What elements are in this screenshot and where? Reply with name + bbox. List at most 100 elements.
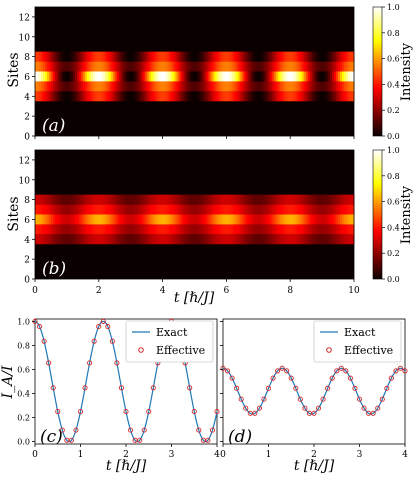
panel-b-cell-site-5 [104, 224, 108, 235]
panel-a-cell-site-6 [262, 71, 265, 82]
panel-b-cell-site-8 [340, 194, 343, 205]
panel-b-frame [34, 149, 355, 280]
panel-b-cell-site-7 [50, 204, 54, 215]
panel-a-cell-site-7 [248, 61, 251, 72]
panel-b-cell-site-7 [108, 204, 112, 215]
panel-a-cell-site-8 [152, 51, 156, 62]
panel-b-cell-site-5 [256, 224, 259, 235]
panel-b-cell-site-8 [142, 194, 146, 205]
panel-a-cell-site-7 [230, 61, 233, 72]
panel-b-cell-site-7 [186, 204, 190, 215]
panel-b-cell-site-7 [126, 204, 130, 215]
panel-a-cell-site-7 [48, 61, 52, 72]
panel-a-cell-site-5 [218, 81, 221, 92]
panel-b-cell-site-7 [74, 204, 78, 215]
panel-a-cell-site-4 [124, 91, 128, 102]
panel-a-cell-site-5 [172, 81, 176, 92]
panel-b-cell-site-5 [262, 224, 265, 235]
panel-a-cell-site-6 [210, 71, 213, 82]
panel-a-cell-site-5 [132, 81, 136, 92]
panel-b-cell-site-6 [282, 214, 285, 225]
panel-d-xtick-label-1: 1 [266, 450, 272, 460]
panel-b-cell-site-5 [212, 224, 215, 235]
panel-d-point-effective [361, 405, 367, 411]
panel-a-cell-site-8 [310, 51, 313, 62]
panel-a-cell-site-7 [64, 61, 68, 72]
panel-b-cell-site-4 [110, 234, 114, 245]
panel-a-cell-site-7 [114, 61, 118, 72]
panel-a-cell-site-8 [320, 51, 323, 62]
panel-a-cell-site-7 [344, 61, 347, 72]
panel-b-cell-site-6 [210, 214, 213, 225]
panel-b-cell-site-4 [178, 234, 182, 245]
panel-a-cell-site-6 [148, 71, 152, 82]
panel-a-cell-site-6 [268, 71, 271, 82]
panel-b-cell-site-6 [320, 214, 323, 225]
panel-a-cell-site-4 [318, 91, 321, 102]
panel-a-cell-site-6 [42, 71, 46, 82]
panel-a-cell-site-7 [84, 61, 88, 72]
panel-a-cell-site-4 [336, 91, 339, 102]
panel-b-cell-site-5 [64, 224, 68, 235]
panel-a-cell-site-6 [62, 71, 66, 82]
panel-a-cell-site-6 [322, 71, 325, 82]
panel-b-cell-site-7 [238, 204, 241, 215]
panel-a-cell-site-5 [170, 81, 174, 92]
panel-a-cell-site-5 [216, 81, 219, 92]
panel-b-cell-site-4 [350, 234, 353, 245]
panel-b-cell-site-6 [264, 214, 267, 225]
panel-a-cell-site-5 [74, 81, 78, 92]
panel-b-cell-site-4 [78, 234, 82, 245]
panel-b-cell-site-5 [316, 224, 319, 235]
panel-a-cell-site-5 [144, 81, 148, 92]
panel-b-cell-site-8 [138, 194, 142, 205]
panel-a-cell-site-4 [130, 91, 134, 102]
panel-b-cell-site-4 [268, 234, 271, 245]
panel-b-cell-site-8 [310, 194, 313, 205]
panel-b-cell-site-8 [334, 194, 337, 205]
panel-a-cell-site-4 [186, 91, 190, 102]
panel-a-cell-site-4 [240, 91, 243, 102]
panel-b-cell-site-5 [140, 224, 144, 235]
panel-b-cell-site-7 [298, 204, 301, 215]
panel-b-ytick-label-10: 10 [19, 176, 31, 186]
panel-b-cell-site-5 [176, 224, 180, 235]
panel-a-cell-site-7 [192, 61, 195, 72]
panel-b-cell-site-6 [292, 214, 295, 225]
panel-b-cell-site-8 [220, 194, 223, 205]
panel-a-cell-site-5 [52, 81, 56, 92]
panel-a-cell-site-6 [280, 71, 283, 82]
legend-d-effective-label: Effective [344, 344, 393, 357]
panel-a-cell-site-5 [314, 81, 317, 92]
panel-b-cell-site-5 [100, 224, 104, 235]
panel-a-cell-site-6 [172, 71, 176, 82]
panel-b-cell-site-4 [302, 234, 305, 245]
panel-label-b: (b) [42, 259, 66, 279]
panel-a-cell-site-6 [254, 71, 257, 82]
panel-b-cell-site-5 [80, 224, 84, 235]
panel-a-cell-site-6 [184, 71, 188, 82]
panel-a-cell-site-4 [292, 91, 295, 102]
panel-a-cell-site-7 [78, 61, 82, 72]
panel-a-cell-site-7 [324, 61, 327, 72]
panel-b-cell-site-4 [294, 234, 297, 245]
panel-a-colorbar-tick-label-0.4: 0.4 [387, 80, 400, 89]
panel-b-cell-site-8 [212, 194, 215, 205]
panel-b-cell-site-7 [136, 204, 140, 215]
panel-a-cell-site-6 [328, 71, 331, 82]
panel-b-colorbar [372, 149, 383, 280]
panel-b-cell-site-7 [112, 204, 116, 215]
panel-b-cell-site-6 [272, 214, 275, 225]
panel-a-cell-site-5 [226, 81, 229, 92]
panel-b-cell-site-6 [244, 214, 247, 225]
panel-b-cell-site-7 [348, 204, 351, 215]
panel-a-cell-site-7 [126, 61, 130, 72]
panel-b-cell-site-8 [162, 194, 166, 205]
panel-b-cell-site-6 [220, 214, 223, 225]
panel-b-cell-site-4 [120, 234, 124, 245]
panel-a-cell-site-4 [44, 91, 48, 102]
panel-a-cell-site-5 [320, 81, 323, 92]
panel-label-a: (a) [42, 116, 65, 136]
panel-a-cell-site-8 [190, 51, 193, 62]
panel-a-cell-site-6 [250, 71, 253, 82]
